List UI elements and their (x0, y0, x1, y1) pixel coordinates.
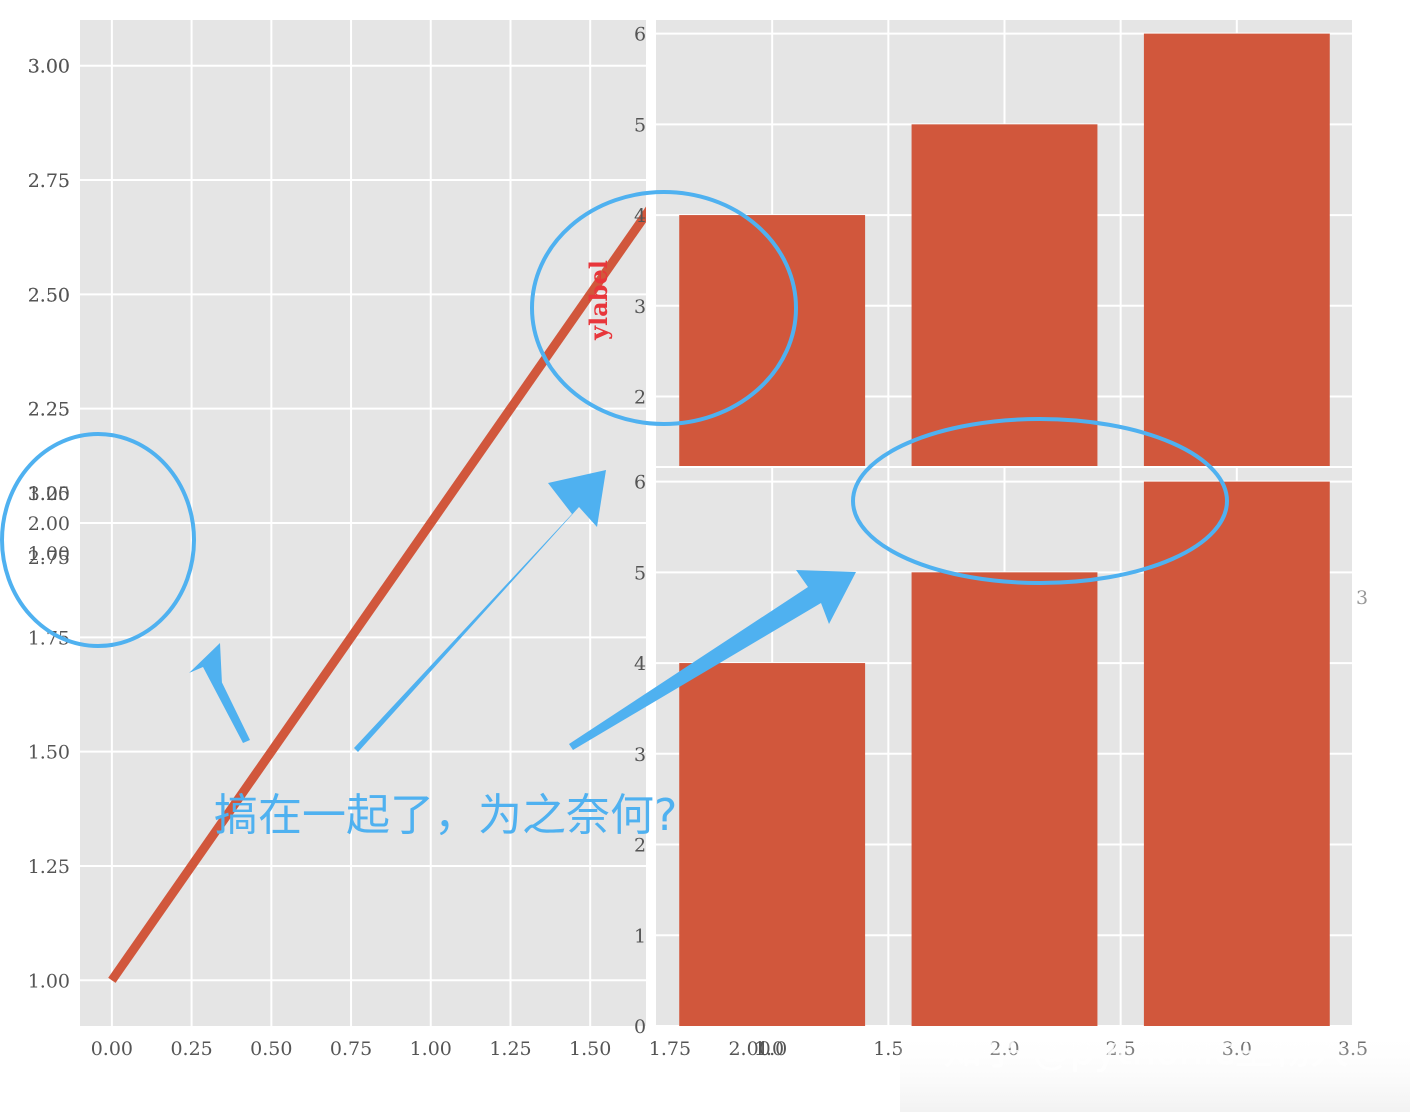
y-tick-label: 1.00 (28, 970, 70, 992)
y-tick-label: 6 (634, 24, 646, 46)
y-tick-label: 4 (634, 205, 646, 227)
plot-background (80, 20, 646, 466)
watermark-text: 知乎 @pythonic生物人 (944, 1029, 1348, 1073)
x-tick-label: 0.75 (330, 1038, 372, 1060)
panels-layer: 1.001.251.501.752.002.252.502.753.000.00… (28, 20, 1410, 1112)
y-tick-label: 2.50 (28, 284, 70, 306)
highlight-ellipse-left (0, 432, 196, 648)
bar-3 (1143, 481, 1330, 1026)
bar-1 (679, 215, 866, 466)
arrow-center (354, 470, 606, 752)
x-tick-label: 0.25 (170, 1038, 212, 1060)
x-tick-label: 0.00 (91, 1038, 133, 1060)
y-tick-label: 6 (634, 472, 646, 494)
x-tick-label: 1.0 (757, 1038, 787, 1060)
highlight-ellipse-ylabel (530, 190, 798, 426)
y-tick-label: 1.75 (28, 627, 70, 649)
arrow-right (569, 570, 856, 750)
x-tick-label: 1.5 (873, 1038, 903, 1060)
x-tick-label: 1.50 (569, 1038, 611, 1060)
panel-line_top_left (80, 20, 646, 466)
y-tick-label: 4 (634, 653, 646, 675)
y-tick-label: 2.50 (28, 284, 70, 306)
annotation-layer: 搞在一起了，为之奈何? (0, 190, 1229, 841)
y-tick-label: 3 (634, 744, 646, 766)
y-tick-label: 2.25 (28, 399, 70, 421)
y-tick-label: 2 (634, 387, 646, 409)
overlap-tick-d: 2.75 (28, 547, 70, 569)
cutoff-tick: 3 (1356, 587, 1368, 609)
x-tick-label: 1.00 (410, 1038, 452, 1060)
y-tick-label: 2.25 (28, 399, 70, 421)
y-tick-label: 1.25 (28, 856, 70, 878)
y-axis-label: ylabel (584, 260, 613, 341)
x-tick-label: 1.25 (489, 1038, 531, 1060)
y-tick-label: 5 (634, 562, 646, 584)
y-tick-label: 5 (634, 114, 646, 136)
overlap-tick-b: 3.00 (28, 483, 70, 505)
x-tick-label: 1.75 (649, 1038, 691, 1060)
y-tick-label: 1.50 (28, 742, 70, 764)
overlap-labels-layer: 1.25 3.00 1.00 2.75 1.0 3 (28, 483, 1368, 1060)
bar-2 (911, 572, 1098, 1026)
y-tick-label: 1 (634, 925, 646, 947)
y-tick-label: 2.75 (28, 170, 70, 192)
y-tick-label: 2.00 (28, 513, 70, 535)
x-tick-label: 0.50 (250, 1038, 292, 1060)
overlap-tick-a: 1.25 (28, 483, 70, 505)
y-tick-label: 0 (634, 1016, 646, 1038)
bar-2 (911, 124, 1098, 466)
panel-bar_bottom_right (656, 468, 1353, 1026)
y-tick-label: 2.75 (28, 170, 70, 192)
annotation-text: 搞在一起了，为之奈何? (214, 790, 677, 841)
arrow-left (189, 643, 250, 743)
overlap-tick-bottom: 1.0 (754, 1038, 784, 1060)
overlap-tick-c: 1.00 (28, 543, 70, 565)
y-tick-label: 3 (634, 296, 646, 318)
y-tick-label: 3.00 (28, 56, 70, 78)
y-tick-label: 2 (634, 835, 646, 857)
x-tick-label: 2.00 (728, 1038, 770, 1060)
y-tick-label: 3.00 (28, 56, 70, 78)
series-line (465, 206, 646, 466)
bar-3 (1143, 33, 1330, 466)
watermark-layer: 知乎 @pythonic生物人 (944, 1029, 1348, 1073)
bottom-fade (900, 1030, 1410, 1112)
highlight-ellipse-middle (851, 417, 1229, 585)
bar-1 (679, 663, 866, 1026)
